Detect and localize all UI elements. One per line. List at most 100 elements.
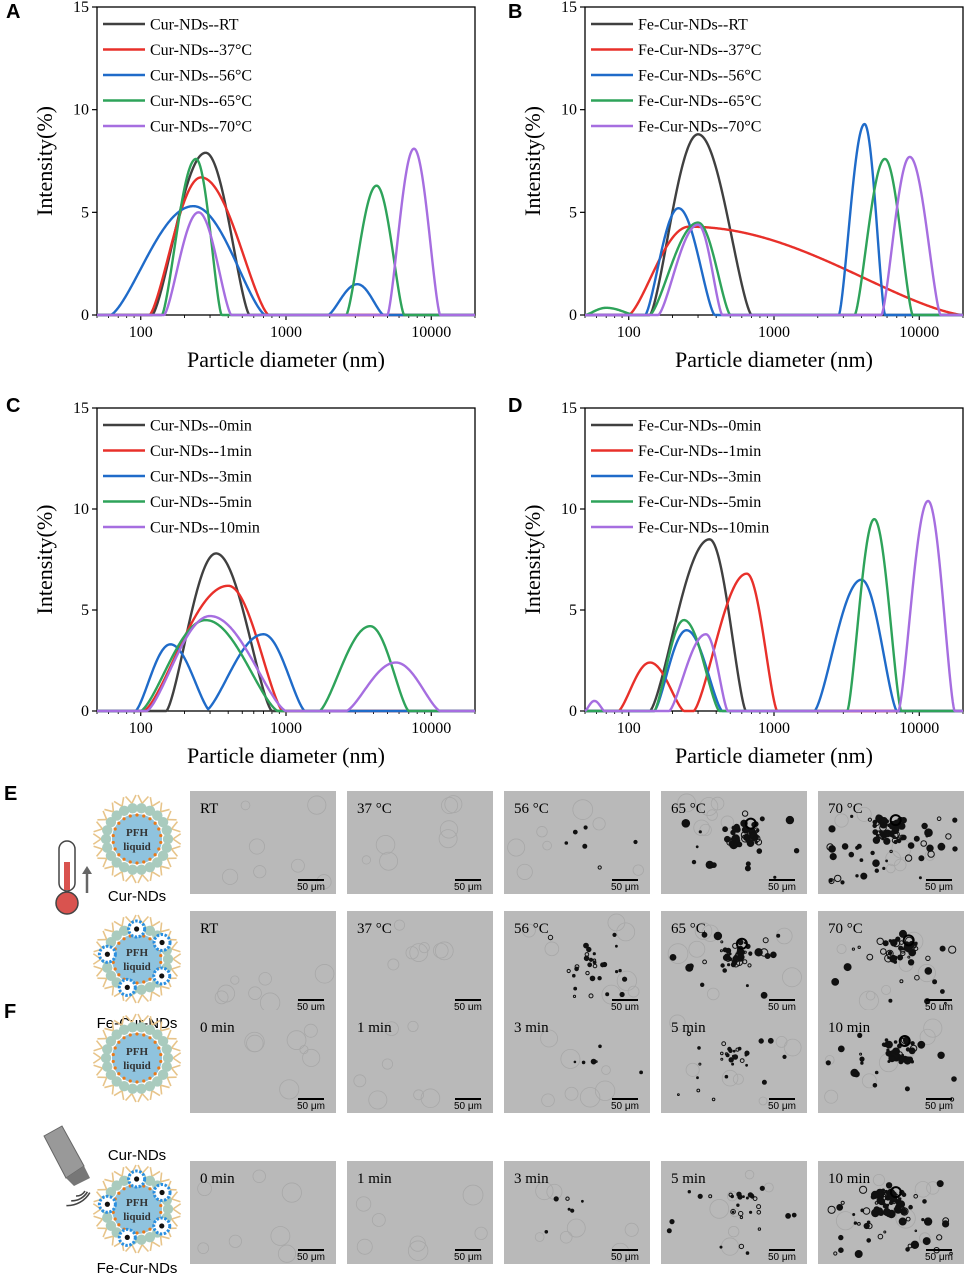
bubble (825, 1060, 831, 1066)
scale-bar-label: 50 μm (611, 882, 639, 893)
micrograph-f-0-2: 3 min 50 μm (504, 1010, 650, 1113)
bubble (724, 835, 731, 843)
curcumin-dot (148, 1187, 152, 1191)
lipid-chain (170, 848, 179, 857)
scale-bar-label: 50 μm (297, 1252, 325, 1263)
lipid-chain (172, 1203, 182, 1210)
bubble (894, 1205, 899, 1209)
texture-ring (214, 990, 229, 1005)
bubble (728, 840, 735, 847)
legend-label-b-3: Fe-Cur-NDs--65°C (638, 93, 761, 110)
bubble (885, 859, 888, 863)
micrograph-label: 1 min (357, 1171, 392, 1187)
bubble (785, 1213, 791, 1219)
bubble (942, 1217, 950, 1225)
curcumin-dot (111, 1059, 115, 1064)
texture-ring (564, 1086, 579, 1101)
fe-complex-center (159, 1223, 165, 1229)
micrograph-f-0-0: 0 min 50 μm (190, 1010, 336, 1113)
bubble (615, 944, 618, 948)
bubble (785, 815, 795, 825)
micrograph-e-1-3: 65 °C 50 μm (661, 911, 807, 1014)
bubble (898, 1217, 907, 1226)
micrograph-background (190, 911, 336, 1014)
bubble (553, 1196, 559, 1202)
micrograph-background (190, 1161, 336, 1264)
micrograph-e-1-2: 56 °C 50 μm (504, 911, 650, 1014)
lipid-chain (93, 1215, 103, 1220)
y-tick-label-c-0: 0 (81, 703, 89, 720)
texture-ring (559, 1230, 573, 1244)
lipid-chain (151, 1241, 161, 1248)
bubble (615, 970, 619, 974)
texture-ring (861, 1073, 877, 1089)
series-line-b-1 (584, 225, 964, 317)
texture-ring (253, 865, 267, 879)
texture-ring (566, 1218, 586, 1238)
bubble (633, 839, 638, 845)
bubble (745, 861, 751, 867)
texture-ring (881, 984, 892, 995)
shell-bead (136, 864, 147, 875)
lipid-chain (141, 1093, 150, 1102)
texture-ring (270, 1226, 291, 1246)
bubble (770, 951, 777, 959)
curcumin-dot (157, 827, 161, 831)
bubble (899, 979, 904, 984)
bubble (752, 836, 757, 842)
bubble (871, 1190, 880, 1200)
texture-ring (834, 813, 849, 828)
bubble (914, 974, 920, 981)
curcumin-dot (159, 953, 163, 958)
scale-bar-label: 50 μm (768, 1101, 796, 1112)
liquid-label-f-1: liquid (123, 1211, 151, 1223)
lipid-chain (170, 1067, 179, 1076)
lipid-chain (121, 916, 125, 927)
bubble (688, 963, 694, 969)
pfh-core (112, 1033, 162, 1083)
lipid-chain (172, 838, 182, 845)
bubble (843, 963, 852, 972)
y-tick-label-a-1: 5 (81, 204, 89, 221)
texture-ring (441, 796, 459, 814)
bubble (639, 1070, 643, 1075)
chart-d: 0 5 10 15 100 1000 10000 Particle diameter (nm)… (520, 400, 964, 768)
series-line-d-4 (584, 499, 964, 713)
bubble (782, 1054, 787, 1060)
bubble (753, 827, 760, 834)
curcumin-dot (113, 847, 117, 851)
lipid-chain (141, 874, 150, 883)
bubble (720, 1051, 724, 1056)
shell-bead (144, 805, 156, 817)
series-line-a-2 (96, 204, 476, 317)
bubble (732, 1049, 736, 1053)
texture-ring (707, 987, 720, 1001)
curcumin-dot (153, 1072, 157, 1076)
bubble (857, 1222, 861, 1226)
lipid-chain (170, 1040, 179, 1049)
curcumin-dot (148, 1076, 152, 1080)
shell-bead (127, 1083, 138, 1094)
curcumin-dot (159, 833, 163, 838)
shell-bead (161, 1044, 172, 1055)
shell-bead (118, 925, 130, 937)
bubble (566, 968, 571, 974)
bubble (828, 825, 836, 833)
lipid-chain (92, 958, 102, 965)
bubble (756, 848, 763, 854)
lipid-chain (113, 920, 123, 927)
bubble (583, 955, 590, 962)
bubble (910, 1041, 915, 1046)
bubble (888, 823, 892, 827)
bubble (894, 1050, 899, 1055)
y-tick-label-a-2: 10 (73, 102, 89, 119)
micrograph-label: 65 °C (671, 801, 706, 817)
texture-ring (277, 1244, 296, 1263)
bubble (932, 979, 938, 985)
curcumin-dot (157, 1046, 161, 1050)
texture-ring (541, 1093, 555, 1108)
bubble (859, 1052, 863, 1056)
x-tick-label-a-2: 10000 (411, 324, 451, 341)
bubble (907, 1243, 913, 1249)
micrograph-background (347, 791, 493, 894)
